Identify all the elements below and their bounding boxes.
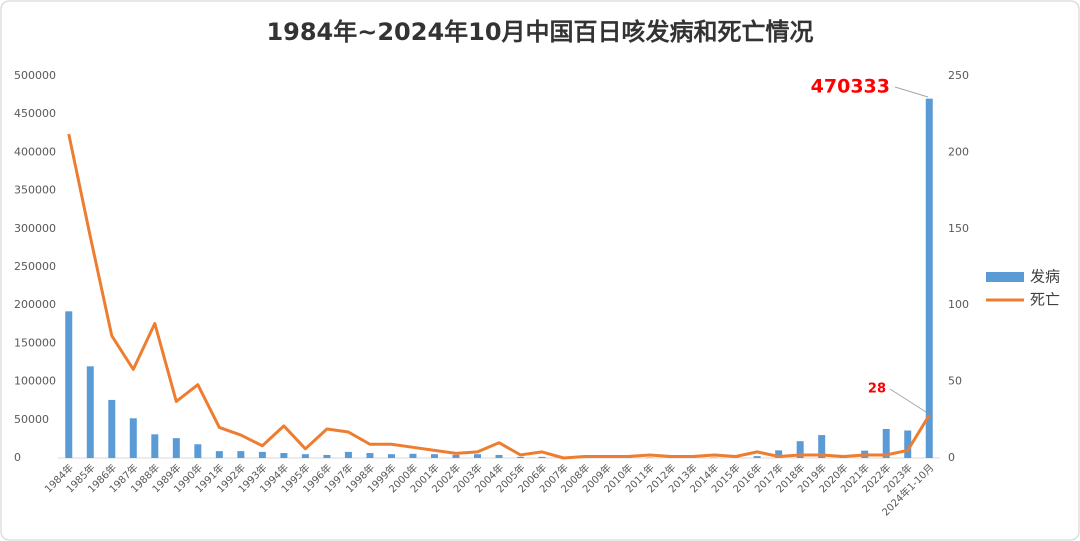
y-tick-label: 50000 xyxy=(14,413,49,426)
bar xyxy=(323,454,331,458)
leader-line xyxy=(894,86,929,98)
leader-line xyxy=(889,388,927,413)
y2-tick-label: 150 xyxy=(948,222,969,235)
bar xyxy=(151,434,159,458)
bar xyxy=(452,454,460,458)
data-label: 28 xyxy=(868,382,886,397)
legend-swatch xyxy=(986,272,1024,282)
chart-title: 1984年~2024年10月中国百日咳发病和死亡情况 xyxy=(266,18,813,46)
y-tick-label: 300000 xyxy=(14,222,56,235)
bar xyxy=(237,451,245,458)
y-tick-label: 200000 xyxy=(14,298,56,311)
bar xyxy=(925,98,933,458)
y-tick-label: 0 xyxy=(14,451,21,464)
bar xyxy=(495,454,503,458)
bar xyxy=(473,454,481,458)
y2-tick-label: 0 xyxy=(948,451,955,464)
y-tick-label: 350000 xyxy=(14,184,56,197)
bar xyxy=(409,453,417,458)
bar xyxy=(430,454,438,458)
y-tick-label: 450000 xyxy=(14,107,56,120)
bar xyxy=(882,428,890,458)
y-tick-label: 100000 xyxy=(14,375,56,388)
line xyxy=(67,133,931,460)
bar xyxy=(194,444,202,458)
bar xyxy=(775,450,783,458)
bar xyxy=(753,456,761,458)
bar xyxy=(387,454,395,458)
legend-label: 发病 xyxy=(1030,268,1060,286)
bar xyxy=(172,438,180,458)
bar xyxy=(517,456,525,458)
bar xyxy=(108,399,116,458)
bar xyxy=(904,430,912,458)
bar xyxy=(258,451,266,458)
bar xyxy=(344,451,352,458)
y2-tick-label: 200 xyxy=(948,145,969,158)
bar xyxy=(538,456,546,458)
bar xyxy=(65,311,73,458)
legend-label: 死亡 xyxy=(1030,291,1060,309)
bar xyxy=(818,435,826,458)
bar xyxy=(86,366,94,458)
y-tick-label: 400000 xyxy=(14,145,56,158)
bar xyxy=(366,453,374,458)
bar xyxy=(215,451,223,458)
bar xyxy=(301,454,309,458)
y2-tick-label: 100 xyxy=(948,298,969,311)
bar xyxy=(796,441,804,458)
bar xyxy=(129,418,137,458)
y2-tick-label: 250 xyxy=(948,69,969,82)
bar xyxy=(280,453,288,458)
y2-tick-label: 50 xyxy=(948,375,962,388)
y-tick-label: 150000 xyxy=(14,336,56,349)
y-tick-label: 500000 xyxy=(14,69,56,82)
data-label: 470333 xyxy=(811,76,890,98)
y-tick-label: 250000 xyxy=(14,260,56,273)
